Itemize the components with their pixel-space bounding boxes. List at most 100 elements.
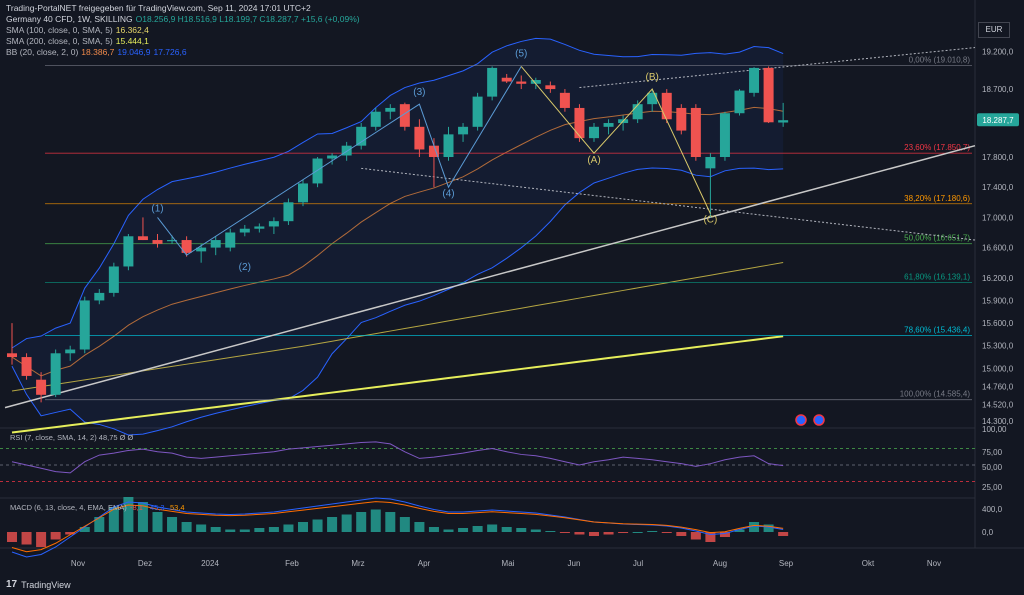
candle [516, 75, 527, 90]
candle-body [123, 236, 134, 267]
price-axis-tick: 16.200,0 [982, 274, 1014, 283]
candle [298, 179, 308, 207]
candle [312, 157, 323, 188]
candle-body [94, 292, 105, 301]
sma100-row[interactable]: SMA (100, close, 0, SMA, 5) 16.362,4 [6, 25, 360, 36]
candle-body [472, 96, 483, 127]
wave-label: (B) [646, 72, 659, 83]
time-axis-tick: Dez [138, 559, 152, 568]
bb-upper-value: 19.046,9 [117, 47, 151, 57]
share-line: Trading-PortalNET freigegeben für Tradin… [6, 3, 311, 13]
candle-body [108, 266, 119, 293]
macd-histogram-bar [559, 532, 570, 533]
candle-body [283, 202, 294, 222]
wave-label: (5) [515, 49, 527, 60]
candle [734, 89, 745, 116]
bollinger-middle [11, 106, 784, 377]
candle-body [79, 300, 90, 350]
candle [137, 217, 148, 241]
candle [399, 102, 410, 131]
currency-button[interactable]: EUR [978, 22, 1010, 38]
macd-histogram-bar [283, 524, 294, 532]
candle-body [137, 236, 148, 241]
macd-value-1: -8,1 [130, 503, 143, 512]
wave-path-correction [520, 66, 711, 214]
macd-signal-line [11, 501, 784, 553]
price-axis-tick: 15.300,0 [982, 342, 1014, 351]
macd-histogram-bar [79, 527, 90, 532]
candle-body [443, 134, 454, 158]
macd-histogram-bar [181, 522, 192, 532]
price-axis-tick: 15.000,0 [982, 364, 1014, 373]
candle [108, 262, 119, 297]
time-axis-tick: Okt [862, 559, 875, 568]
wave-label: (1) [151, 203, 163, 214]
candle-body [501, 77, 512, 82]
candle [487, 66, 498, 101]
candle-body [647, 92, 658, 105]
candle [7, 323, 17, 365]
rsi-axis-tick: 25,00 [982, 483, 1003, 492]
macd-histogram-bar [137, 502, 148, 532]
bollinger-upper [11, 37, 784, 349]
macd-histogram-bar [763, 524, 774, 532]
time-axis-tick: Sep [779, 559, 794, 568]
candle-body [385, 107, 396, 112]
candle-body [210, 240, 221, 248]
time-axis-tick: Feb [285, 559, 299, 568]
rsi-line [11, 441, 784, 474]
candle-body [705, 157, 716, 169]
macd-histogram-bar [312, 519, 323, 532]
macd-histogram-bar [705, 532, 716, 542]
ohlc-values: O18.256,9 H18.516,9 L18.199,7 C18.287,7 … [135, 14, 360, 24]
sma200-label: SMA (200, close, 0, SMA, 5) [6, 36, 113, 46]
candle [65, 345, 76, 361]
candle [647, 89, 658, 112]
sma200-row[interactable]: SMA (200, close, 0, SMA, 5) 15.444,1 [6, 36, 360, 47]
candle-body [50, 353, 61, 395]
macd-histogram-bar [458, 528, 469, 532]
candle-body [574, 107, 585, 139]
time-axis-tick: Apr [418, 559, 431, 568]
time-axis-tick: Mai [502, 559, 515, 568]
candle [239, 224, 250, 237]
candle [603, 119, 614, 135]
macd-histogram-bar [749, 522, 760, 532]
candle [50, 349, 61, 398]
bb-row[interactable]: BB (20, close, 2, 0) 18.386,7 19.046,9 1… [6, 47, 360, 58]
fib-level-label: 100,00% (14.585,4) [900, 390, 971, 399]
candle [676, 104, 687, 135]
candle-body [327, 155, 338, 159]
macd-histogram-bar [196, 524, 207, 532]
macd-histogram-bar [152, 512, 163, 532]
sma200-value: 15.444,1 [115, 36, 149, 46]
wave-label: (2) [239, 262, 251, 273]
symbol-name[interactable]: Germany 40 CFD, 1W, SKILLING [6, 14, 133, 24]
macd-histogram-bar [65, 532, 76, 535]
candle [268, 217, 279, 235]
macd-histogram-bar [210, 527, 221, 532]
fib-level-label: 23,60% (17.850,7) [904, 143, 970, 152]
price-axis-tick: 17.400,0 [982, 183, 1014, 192]
wave-label: (4) [442, 188, 454, 199]
wave-path-impulse [157, 66, 522, 256]
wave-label: (C) [703, 215, 717, 226]
candle [719, 111, 730, 161]
macd-histogram-bar [414, 522, 425, 532]
macd-histogram-bar [385, 512, 396, 532]
macd-histogram-bar [545, 531, 556, 532]
candle-body [181, 240, 192, 253]
candle-body [530, 80, 541, 84]
price-axis-tick: 18.700,0 [982, 85, 1014, 94]
bb-label: BB (20, close, 2, 0) [6, 47, 79, 57]
candle [632, 100, 643, 124]
macd-histogram-bar [778, 532, 789, 536]
candle-body [487, 67, 498, 97]
candle-body [312, 158, 323, 184]
branding-text: TradingView [21, 579, 71, 590]
macd-value-3: 53,4 [170, 503, 185, 512]
last-price-label: 18.287,7 [982, 116, 1014, 125]
rsi-axis-tick: 100,00 [982, 425, 1007, 434]
candle-body [778, 120, 789, 123]
